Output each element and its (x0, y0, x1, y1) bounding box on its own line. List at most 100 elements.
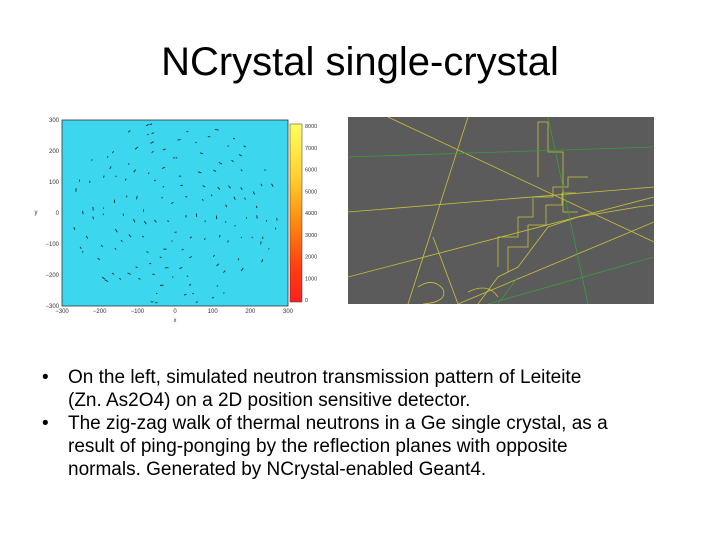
bullet-line: normals. Generated by NCrystal-enabled G… (68, 459, 487, 480)
colorbar-ticks: 8000 7000 6000 5000 4000 3000 2000 1000 0 (305, 124, 317, 304)
diffraction-spot (145, 124, 149, 127)
diffraction-spot (181, 248, 184, 251)
bullet-item-1: • On the left, simulated neutron transmi… (42, 366, 692, 412)
x-tick-label: 0 (173, 309, 177, 315)
diffraction-spot (162, 185, 165, 188)
diffraction-spot (112, 150, 115, 154)
diffraction-spot (133, 218, 136, 223)
diffraction-spot (101, 276, 106, 280)
diffraction-spot (243, 145, 247, 148)
diffraction-spot (136, 195, 138, 200)
diffraction-spot (211, 296, 214, 299)
track-polyline (477, 204, 654, 304)
diffraction-spot (186, 275, 189, 277)
diffraction-spot (233, 196, 236, 200)
diffraction-spot (170, 201, 174, 204)
diffraction-spot (216, 263, 220, 267)
secondary-track (348, 146, 654, 158)
secondary-track (497, 276, 519, 304)
x-tick-label: 200 (245, 309, 256, 315)
track-line (387, 117, 654, 243)
diffraction-spot (201, 198, 204, 201)
secondary-track (547, 117, 589, 304)
diffraction-spot (79, 246, 82, 250)
diffraction-spot (146, 251, 149, 253)
bullet-marker: • (42, 367, 49, 388)
diffraction-spot (199, 152, 203, 154)
x-tick-label: −300 (55, 309, 69, 315)
diffraction-spot (179, 267, 183, 269)
diffraction-spot (122, 213, 125, 216)
bullet-line: result of ping-ponging by the reflection… (68, 436, 568, 457)
diffraction-spot (219, 235, 221, 238)
diffraction-spot (134, 146, 139, 150)
diffraction-spot (102, 175, 105, 178)
zigzag-track (537, 121, 578, 213)
diffraction-spot (161, 166, 166, 169)
diffraction-spot (97, 257, 101, 261)
diffraction-spot (114, 247, 117, 250)
diffraction-spot (91, 159, 93, 161)
diffraction-spot (227, 240, 229, 243)
diffraction-spot (153, 179, 156, 182)
diffraction-spot (260, 183, 263, 187)
diffraction-spot (135, 266, 138, 269)
colorbar-tick-label: 0 (305, 298, 308, 304)
y-tick-label: −100 (45, 242, 59, 248)
diffraction-spot (240, 187, 243, 190)
diffraction-spot (240, 169, 243, 172)
diffraction-spot (138, 278, 141, 280)
diffraction-spot (195, 301, 198, 303)
y-tick-label: −300 (45, 304, 59, 310)
y-tick-label: 0 (56, 211, 60, 217)
diffraction-spot (192, 292, 195, 295)
diffraction-spot (216, 285, 219, 287)
y-tick-label: 300 (49, 118, 60, 124)
diffraction-spot (244, 197, 246, 200)
colorbar-tick-label: 7000 (305, 146, 317, 152)
diffraction-spot (128, 234, 132, 238)
diffraction-spot (260, 241, 262, 245)
y-axis-ticks: 300 200 100 0 −100 −200 −300 (45, 118, 59, 310)
diffraction-spot (150, 141, 154, 144)
diffraction-spot (232, 137, 236, 140)
diffraction-spot (147, 172, 150, 175)
bullet-line: The zig-zag walk of thermal neutrons in … (68, 413, 608, 434)
diffraction-spot (154, 219, 157, 223)
diffraction-spot (151, 132, 155, 135)
diffraction-spot (264, 169, 266, 171)
colorbar (289, 123, 303, 303)
colorbar-tick-label: 4000 (305, 211, 317, 217)
diffraction-spot (143, 220, 147, 225)
x-axis-ticks: −300 −200 −100 0 100 200 300 (55, 309, 293, 315)
diffraction-spot (223, 270, 226, 273)
diffraction-spot (227, 145, 229, 147)
x-tick-label: −200 (93, 309, 107, 315)
diffraction-spot (124, 178, 127, 181)
diffraction-spot (106, 155, 109, 158)
track-line (407, 117, 469, 304)
diffraction-spot (183, 293, 187, 296)
diffraction-spot (151, 151, 154, 153)
plot-area (61, 119, 289, 307)
diffraction-spot (252, 191, 255, 195)
diffraction-spot (189, 236, 192, 239)
diffraction-spot (167, 220, 170, 222)
diffraction-spot (223, 292, 225, 294)
diffraction-spot (118, 277, 122, 280)
y-tick-label: −200 (45, 273, 59, 279)
diffraction-spot (214, 128, 219, 131)
x-tick-label: 300 (283, 309, 294, 315)
zigzag-track (497, 176, 588, 267)
slide-title: NCrystal single-crystal (161, 40, 559, 84)
bullet-list: • On the left, simulated neutron transmi… (42, 366, 692, 481)
diffraction-spot (217, 186, 221, 190)
diffraction-spot (100, 244, 103, 248)
diffraction-spot (73, 227, 76, 231)
diffraction-spot (239, 154, 243, 157)
y-tick-label: 200 (49, 149, 60, 155)
diffraction-spot (189, 256, 192, 259)
diffraction-spot (240, 267, 244, 272)
colorbar-tick-label: 5000 (305, 189, 317, 195)
